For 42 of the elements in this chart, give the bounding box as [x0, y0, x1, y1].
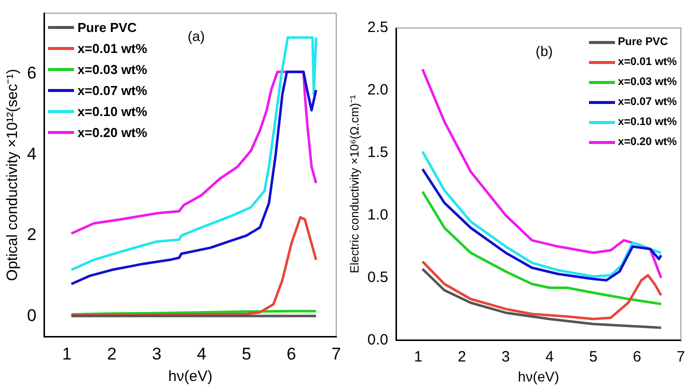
x-axis-title: hν(eV) — [518, 368, 560, 384]
x-tick-label: 3 — [152, 344, 162, 364]
y-tick-label: 6 — [26, 64, 36, 83]
x-tick-label: 3 — [502, 348, 510, 366]
legend-label: x=0.03 wt% — [618, 75, 677, 90]
legend-label: x=0.07 wt% — [77, 82, 148, 100]
legend-label: x=0.10 wt% — [618, 115, 677, 130]
y-axis-title: Electric conductivity ×10⁶(Ω.cm)⁻¹ — [348, 94, 362, 274]
y-tick-label: 2.5 — [367, 19, 388, 36]
annotation: (b) — [536, 43, 553, 59]
legend-label: x=0.01 wt% — [618, 55, 677, 70]
y-tick-label: 0.0 — [367, 331, 388, 348]
legend-label: x=0.07 wt% — [618, 95, 677, 110]
legend-label: x=0.10 wt% — [77, 103, 148, 122]
x-tick-label: 2 — [107, 344, 117, 364]
x-tick-label: 5 — [242, 344, 252, 364]
y-tick-label: 0.5 — [367, 268, 388, 286]
x-tick-label: 1 — [414, 348, 422, 366]
legend-label: x=0.03 wt% — [77, 61, 148, 80]
legend-label: Pure PVC — [77, 19, 137, 38]
x-tick-label: 2 — [458, 348, 466, 366]
y-tick-label: 2.0 — [367, 82, 388, 99]
y-tick-label: 4 — [26, 144, 36, 164]
y-tick-label: 1.5 — [367, 144, 388, 162]
legend-label: x=0.20 wt% — [618, 135, 677, 150]
x-tick-label: 7 — [676, 348, 685, 366]
y-tick-label: 2 — [26, 225, 36, 244]
legend-label: Pure PVC — [618, 35, 668, 50]
x-tick-label: 4 — [196, 344, 206, 364]
x-tick-label: 5 — [589, 348, 598, 366]
x-tick-label: 6 — [632, 348, 642, 366]
x-tick-label: 1 — [62, 344, 72, 364]
annotation: (a) — [188, 28, 205, 44]
y-tick-label: 1.0 — [367, 206, 388, 224]
x-axis-title: hν(eV) — [168, 368, 212, 386]
x-tick-label: 4 — [545, 348, 554, 366]
y-tick-label: 0 — [26, 306, 36, 326]
legend-label: x=0.20 wt% — [77, 124, 148, 142]
y-axis-title: Optical conductivity ×10¹²(sec⁻¹) — [4, 68, 22, 281]
legend-label: x=0.01 wt% — [77, 40, 148, 58]
x-tick-label: 7 — [332, 344, 342, 364]
x-tick-label: 6 — [286, 344, 296, 364]
